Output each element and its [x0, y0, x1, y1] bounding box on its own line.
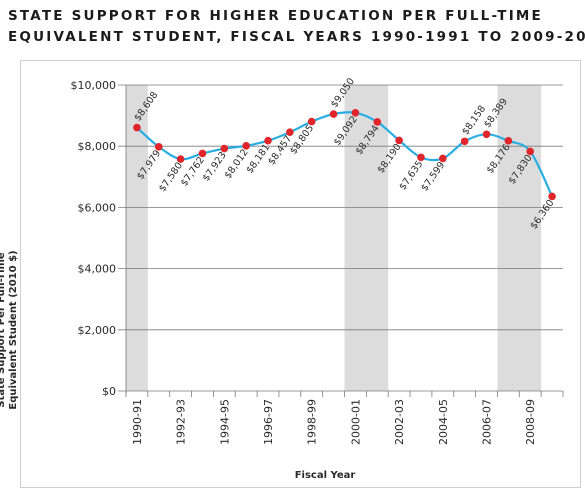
data-point-15 — [460, 137, 469, 146]
data-point-0 — [133, 123, 141, 132]
data-point-1 — [154, 143, 163, 151]
data-point-16 — [482, 130, 491, 139]
x-axis-title: Fiscal Year — [294, 470, 356, 481]
data-point-4 — [220, 144, 229, 153]
y-axis-title: State Support Per Full-Time Equivalent S… — [0, 250, 20, 409]
data-point-3 — [198, 149, 207, 158]
data-point-10 — [351, 108, 360, 117]
data-point-5 — [242, 142, 250, 150]
chart-title-line-2: EQUIVALENT STUDENT, FISCAL YEARS 1990-19… — [8, 29, 585, 45]
shaded-period-0 — [126, 85, 148, 391]
y-tick-label-1: $2,000 — [78, 324, 117, 337]
data-point-11 — [373, 118, 382, 126]
data-point-12 — [395, 136, 403, 145]
chart-frame — [20, 60, 581, 488]
data-point-18 — [526, 147, 535, 156]
data-label-2: $7,580 — [157, 160, 185, 194]
x-tick-label-4: 1998-99 — [306, 399, 319, 445]
x-tick-label-0: 1990-91 — [131, 399, 144, 445]
shaded-period-2 — [497, 85, 542, 391]
x-tick-label-3: 1996-97 — [262, 399, 275, 445]
data-point-14 — [439, 154, 447, 163]
data-point-17 — [504, 137, 513, 145]
data-point-7 — [286, 128, 294, 137]
chart-title-line-1: STATE SUPPORT FOR HIGHER EDUCATION PER F… — [8, 8, 543, 24]
x-tick-label-7: 2004-05 — [437, 399, 450, 445]
y-tick-label-0: $0 — [102, 385, 116, 398]
data-point-8 — [307, 117, 316, 126]
x-tick-label-2: 1994-95 — [218, 399, 231, 445]
x-tick-label-5: 2000-01 — [349, 399, 362, 445]
y-tick-label-3: $6,000 — [78, 201, 117, 214]
y-tick-label-2: $4,000 — [78, 263, 117, 276]
data-point-6 — [264, 136, 272, 145]
y-axis-title-line-2: Equivalent Student (2010 $) — [8, 250, 19, 410]
data-point-2 — [176, 155, 185, 163]
x-tick-label-1: 1992-93 — [175, 399, 188, 445]
x-tick-label-8: 2006-07 — [481, 399, 494, 445]
y-tick-label-5: $10,000 — [71, 79, 117, 92]
data-point-13 — [417, 153, 425, 162]
data-point-19 — [548, 192, 556, 201]
x-tick-label-9: 2008-09 — [524, 399, 537, 445]
y-axis-title-line-1: State Support Per Full-Time — [0, 252, 7, 408]
chart-title: STATE SUPPORT FOR HIGHER EDUCATION PER F… — [8, 6, 585, 48]
y-tick-label-4: $8,000 — [78, 140, 117, 153]
x-tick-label-6: 2002-03 — [393, 399, 406, 445]
data-point-9 — [329, 110, 338, 118]
shaded-period-1 — [344, 85, 389, 391]
data-label-5: $8,012 — [223, 147, 251, 181]
